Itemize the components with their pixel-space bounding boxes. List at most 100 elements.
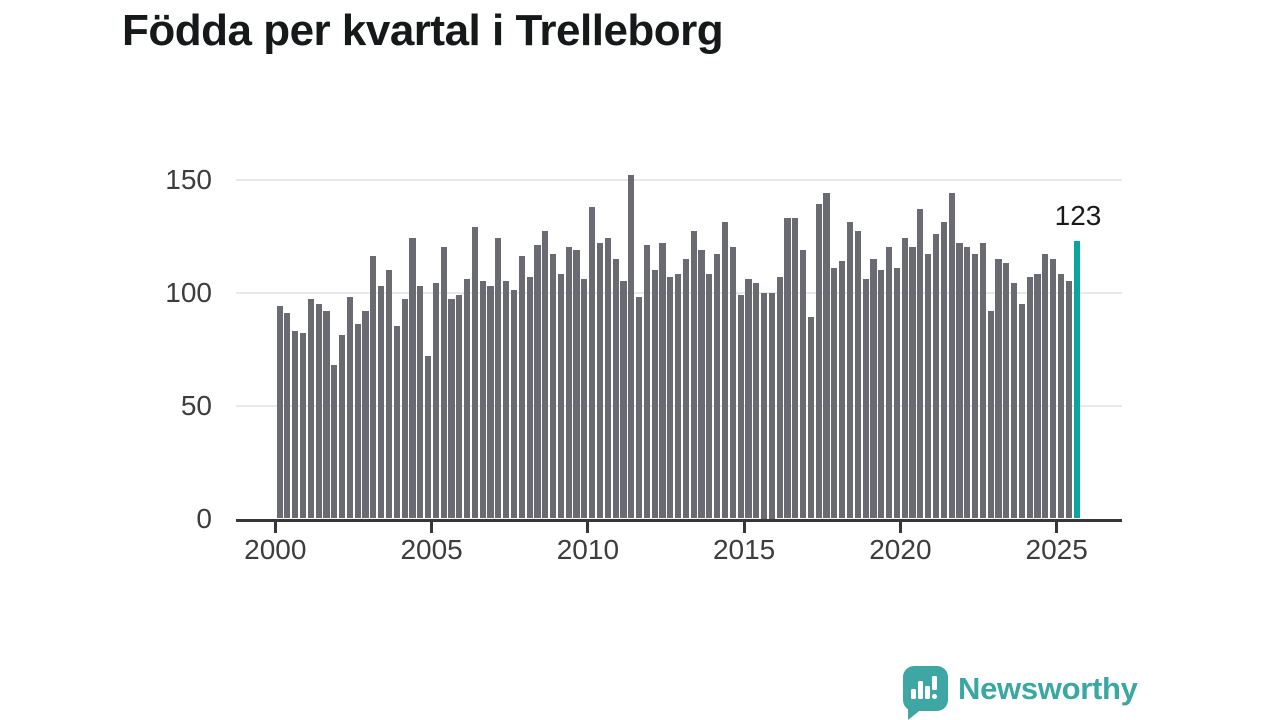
- x-tick-label: 2010: [556, 534, 620, 565]
- bar: [776, 276, 783, 519]
- bar: [362, 310, 369, 519]
- bar: [706, 274, 713, 519]
- bar: [276, 306, 283, 519]
- bar: [729, 247, 736, 519]
- logo-exclamation-dot-icon: [932, 694, 937, 699]
- bar: [534, 245, 541, 519]
- bar: [378, 285, 385, 519]
- x-axis-tick: [586, 521, 590, 533]
- bar: [542, 231, 549, 519]
- bar: [1042, 254, 1049, 519]
- x-axis-tick: [742, 521, 746, 533]
- bar: [682, 258, 690, 519]
- bar: [987, 310, 994, 519]
- bar: [932, 233, 940, 519]
- bar: [714, 254, 721, 519]
- bar: [354, 324, 361, 519]
- bar: [831, 267, 838, 519]
- bar: [862, 278, 869, 519]
- logo-text: Newsworthy: [958, 670, 1138, 706]
- bar: [948, 193, 955, 519]
- bar: [432, 283, 439, 519]
- bar: [659, 242, 666, 519]
- bar: [807, 317, 815, 519]
- bar: [760, 292, 768, 519]
- newsworthy-logo: Newsworthy: [903, 666, 1138, 720]
- bar: [299, 333, 307, 519]
- bar: [503, 281, 510, 519]
- x-tick-label: 2025: [1025, 534, 1088, 565]
- bar: [893, 267, 900, 519]
- bar: [464, 278, 471, 519]
- bar: [385, 269, 393, 519]
- bar: [925, 254, 932, 519]
- bar: [768, 292, 775, 519]
- y-tick-label: 150: [165, 163, 212, 195]
- y-gridline: [236, 178, 1122, 181]
- bar: [284, 312, 291, 519]
- x-axis-line: [236, 518, 1122, 522]
- bar: [573, 249, 580, 519]
- bar: [549, 254, 557, 519]
- bar: [870, 258, 877, 519]
- bar: [698, 249, 705, 519]
- bar: [331, 364, 338, 519]
- bar: [690, 231, 697, 519]
- bar: [940, 222, 947, 519]
- bar: [417, 285, 424, 519]
- logo-exclamation-icon: [932, 676, 937, 690]
- bar: [901, 238, 908, 519]
- bar: [878, 269, 885, 519]
- bar: [518, 256, 525, 519]
- bar: [323, 310, 330, 519]
- bar: [440, 247, 447, 519]
- bar: [581, 278, 588, 519]
- bar: [409, 238, 416, 519]
- bar: [909, 247, 916, 519]
- bar: [1034, 274, 1041, 519]
- bar: [1057, 274, 1065, 519]
- newsworthy-speech-bubble-chart-icon: [903, 666, 948, 720]
- bar: [1018, 303, 1026, 519]
- bar: [745, 278, 752, 519]
- bar: [635, 297, 643, 519]
- x-axis-tick: [898, 521, 902, 533]
- y-tick-label: 100: [165, 276, 212, 308]
- bar: [370, 256, 377, 519]
- bar: [596, 242, 604, 519]
- bar: [971, 254, 979, 519]
- bar: [1050, 258, 1057, 519]
- bar: [753, 283, 760, 519]
- bar: [800, 249, 807, 519]
- x-tick-label: 2015: [712, 534, 776, 565]
- highlighted-bar: [1073, 240, 1080, 519]
- bar: [643, 245, 650, 519]
- x-axis-tick: [430, 521, 434, 533]
- bar: [839, 260, 846, 519]
- x-tick-label: 2020: [869, 534, 932, 565]
- bar: [675, 274, 682, 519]
- y-tick-label: 50: [180, 389, 212, 421]
- bar: [612, 258, 619, 519]
- bar: [846, 222, 854, 519]
- bar: [784, 217, 791, 519]
- bar: [307, 299, 314, 519]
- y-tick-label: 0: [196, 502, 212, 534]
- bar: [1003, 263, 1010, 519]
- logo-bar-icon: [925, 686, 930, 699]
- bar: [393, 326, 400, 519]
- bar: [823, 193, 830, 519]
- bar: [956, 242, 963, 519]
- bar: [885, 247, 893, 519]
- bar: [1065, 281, 1072, 519]
- x-tick-label: 2000: [244, 534, 307, 565]
- bar: [792, 217, 799, 519]
- bar: [620, 281, 627, 519]
- bar: [854, 231, 861, 519]
- highlight-value-label: 123: [1054, 200, 1102, 231]
- bar: [1011, 283, 1018, 519]
- bar: [917, 208, 924, 519]
- bar: [346, 297, 354, 519]
- bar: [479, 281, 486, 519]
